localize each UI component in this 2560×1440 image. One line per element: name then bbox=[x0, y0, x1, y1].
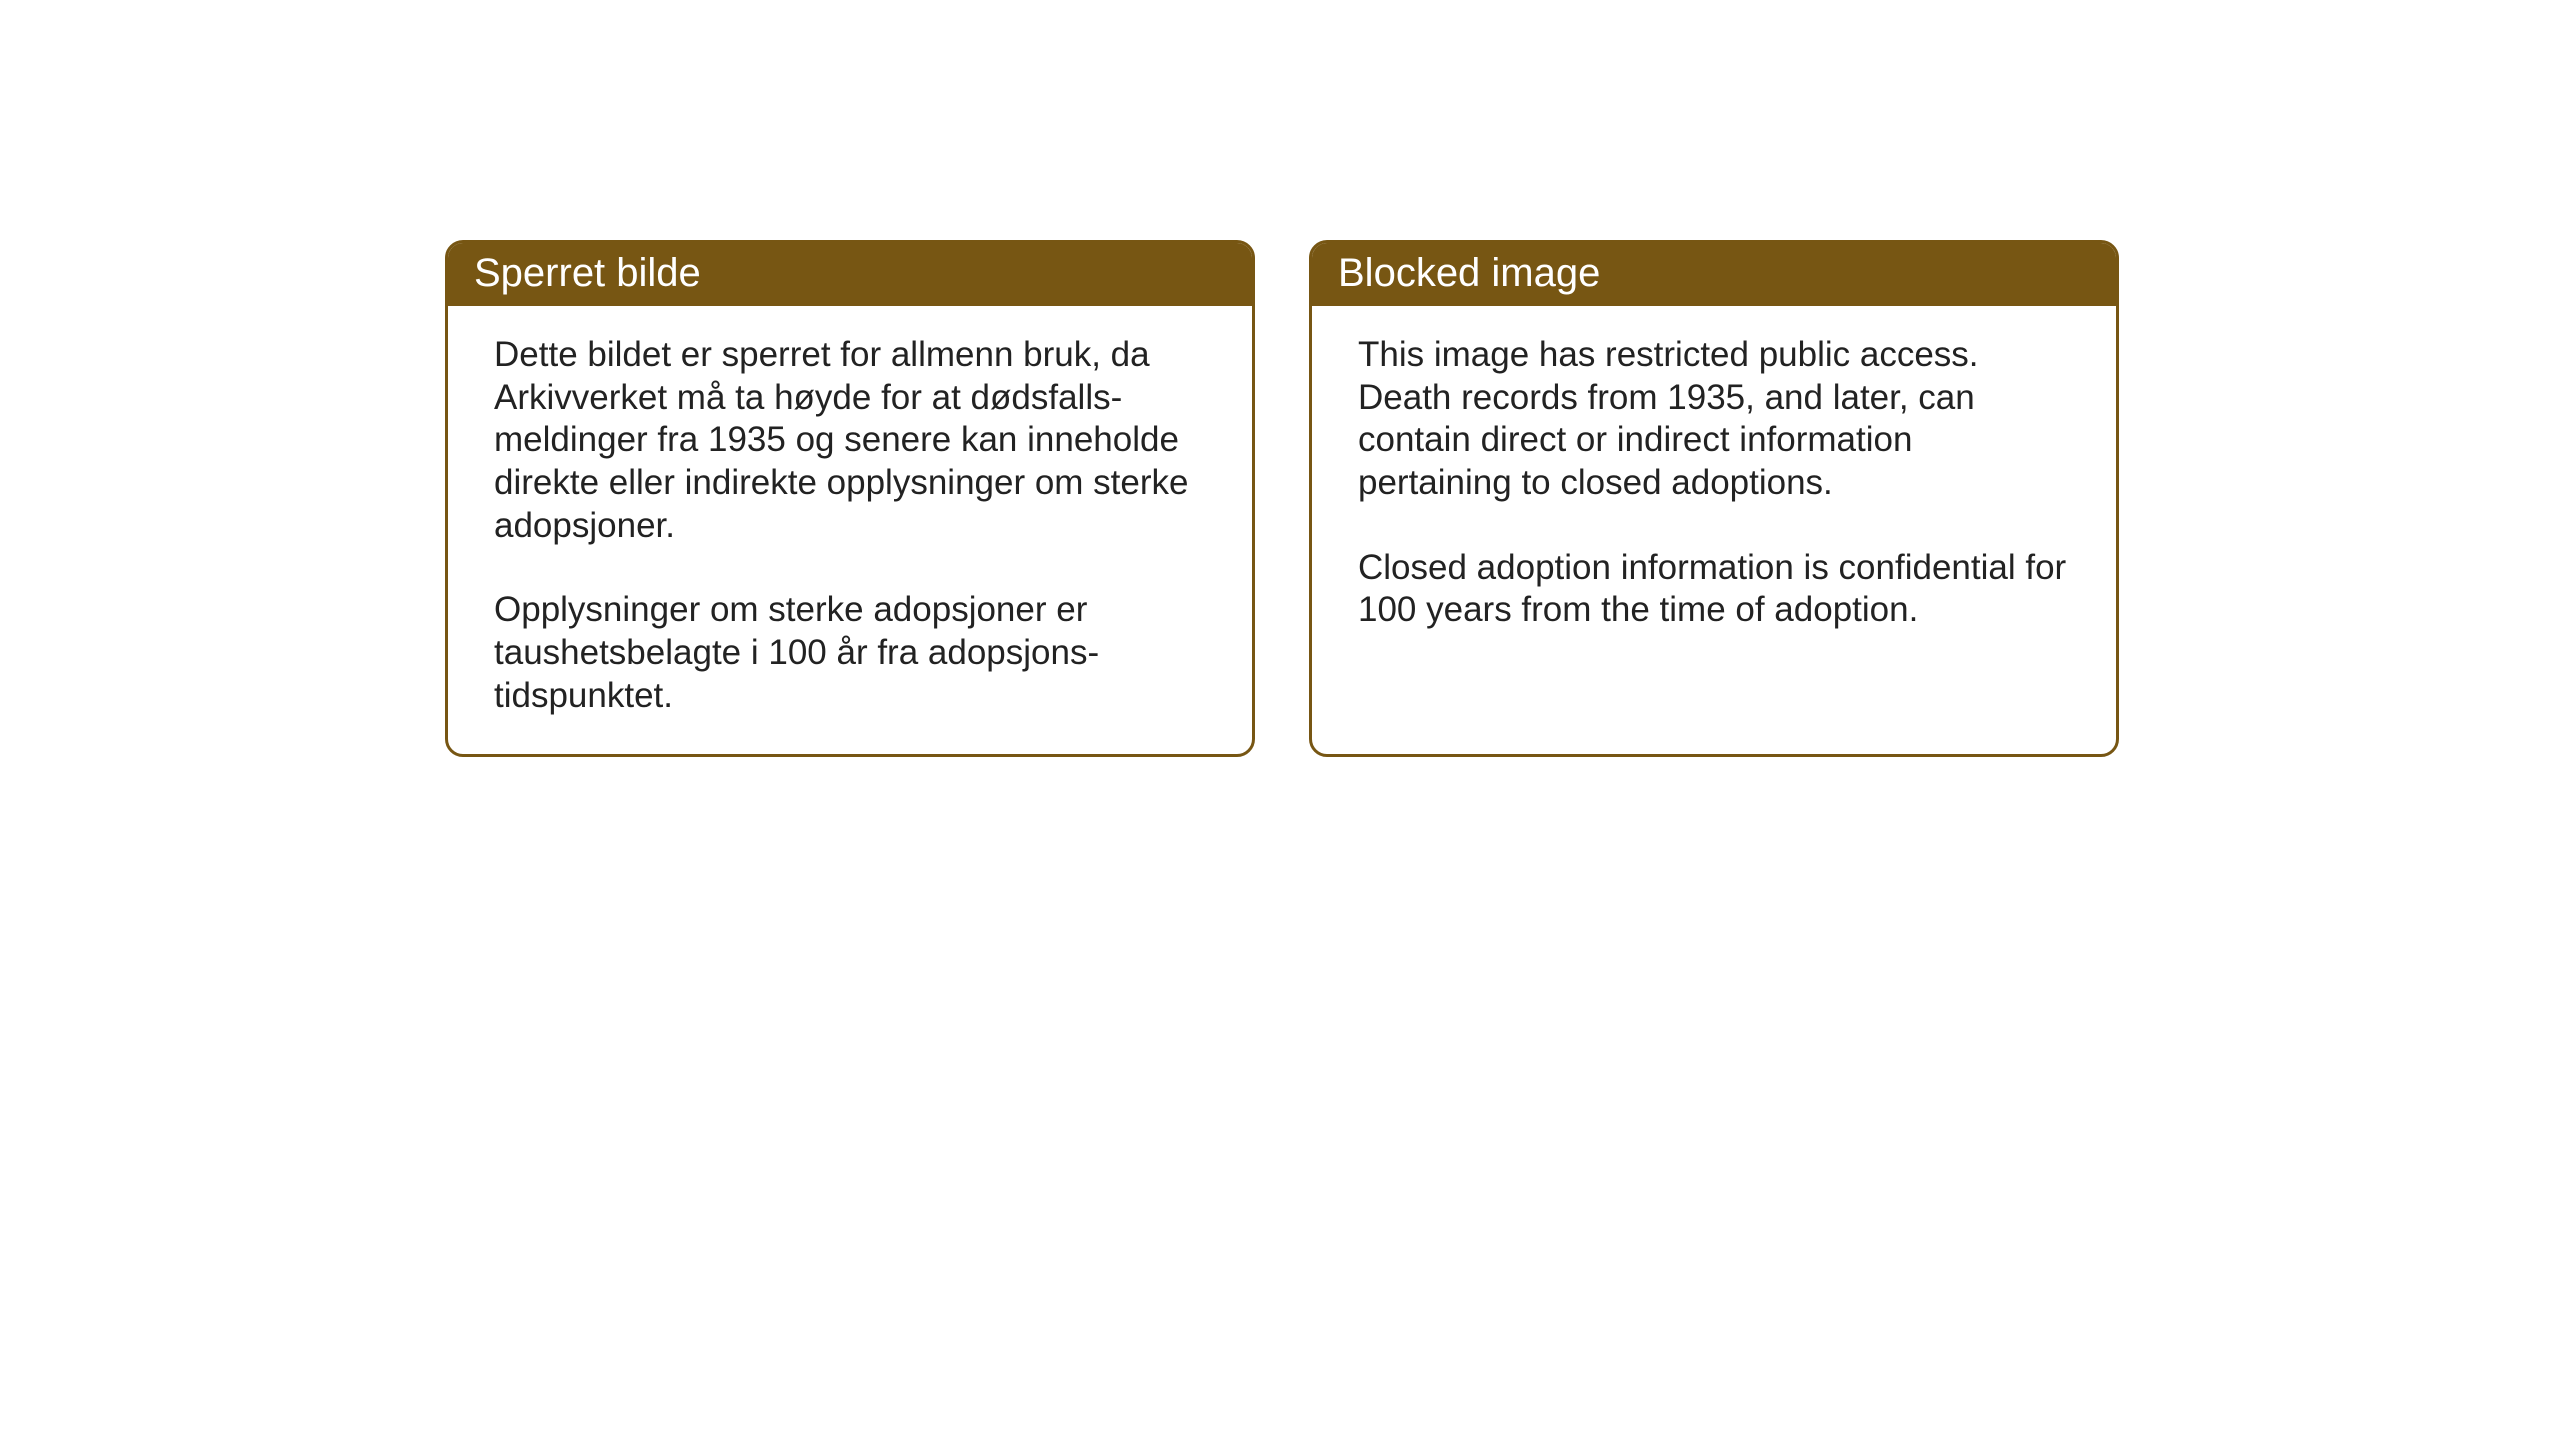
notice-paragraph-2-norwegian: Opplysninger om sterke adopsjoner er tau… bbox=[494, 589, 1206, 717]
notice-title-norwegian: Sperret bilde bbox=[474, 251, 701, 295]
notice-header-norwegian: Sperret bilde bbox=[448, 243, 1252, 306]
notice-body-norwegian: Dette bildet er sperret for allmenn bruk… bbox=[448, 306, 1252, 754]
notice-body-english: This image has restricted public access.… bbox=[1312, 306, 2116, 746]
notice-card-english: Blocked image This image has restricted … bbox=[1309, 240, 2119, 757]
notice-card-norwegian: Sperret bilde Dette bildet er sperret fo… bbox=[445, 240, 1255, 757]
notice-container: Sperret bilde Dette bildet er sperret fo… bbox=[445, 240, 2119, 757]
notice-paragraph-2-english: Closed adoption information is confident… bbox=[1358, 547, 2070, 632]
notice-paragraph-1-norwegian: Dette bildet er sperret for allmenn bruk… bbox=[494, 334, 1206, 547]
notice-paragraph-1-english: This image has restricted public access.… bbox=[1358, 334, 2070, 505]
notice-title-english: Blocked image bbox=[1338, 251, 1600, 295]
notice-header-english: Blocked image bbox=[1312, 243, 2116, 306]
